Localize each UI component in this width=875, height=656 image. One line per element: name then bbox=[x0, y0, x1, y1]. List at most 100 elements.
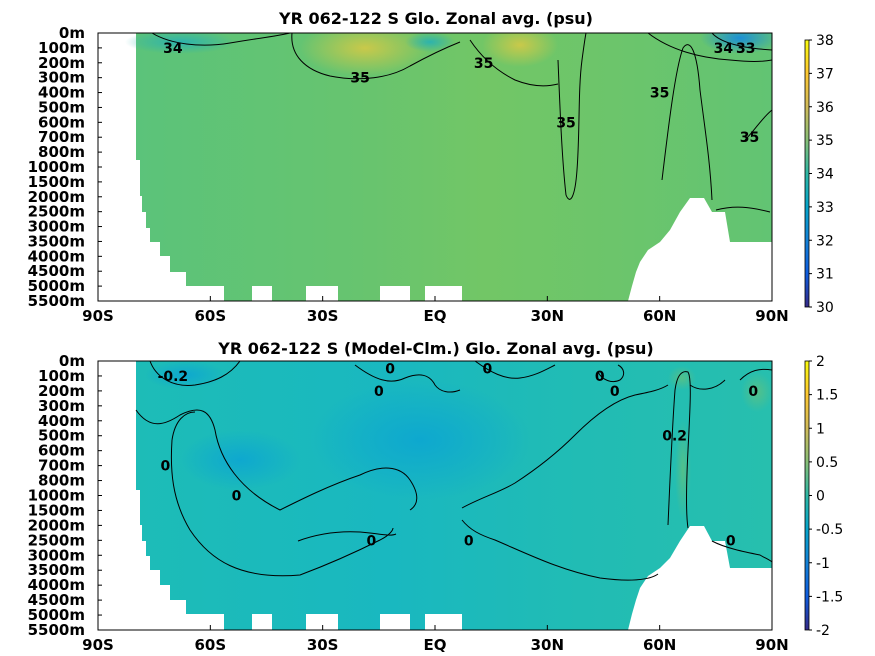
bottom-y-tick-label: 1500m bbox=[28, 501, 85, 519]
bottom-x-tick-label: 90N bbox=[755, 636, 788, 654]
top-x-tick-label: 90N bbox=[755, 307, 788, 325]
bottom-x-tick-label: 60N bbox=[643, 636, 676, 654]
bottom-x-tick-label: 30N bbox=[531, 636, 564, 654]
bottom-colorbar-tick-label: 0 bbox=[816, 489, 825, 505]
bottom-chart-title: YR 062-122 S (Model-Clm.) Glo. Zonal avg… bbox=[217, 339, 654, 358]
bottom-contour-label: 0 bbox=[161, 459, 171, 475]
top-colorbar-tick-label: 38 bbox=[816, 33, 834, 49]
bottom-colorbar-tick-label: 1.5 bbox=[816, 388, 838, 404]
top-y-tick-label: 5000m bbox=[28, 277, 85, 295]
bottom-y-tick-label: 4000m bbox=[28, 576, 85, 594]
top-colorbar-tick-label: 35 bbox=[816, 133, 834, 149]
top-x-tick-label: 90S bbox=[82, 307, 114, 325]
bottom-contour-label: 0 bbox=[366, 533, 376, 549]
bottom-colorbar-tick-label: 1 bbox=[816, 421, 825, 437]
top-contour-label: 34 bbox=[163, 41, 183, 57]
top-y-tick-label: 300m bbox=[38, 69, 85, 87]
bottom-y-tick-label: 5000m bbox=[28, 606, 85, 624]
bottom-y-tick-label: 500m bbox=[38, 427, 85, 445]
bottom-y-axis: 0m100m200m300m400m500m600m700m800m1000m1… bbox=[28, 352, 102, 639]
top-colorbar-tick-label: 37 bbox=[816, 66, 834, 82]
top-contours bbox=[151, 33, 772, 213]
top-colorbar-tick-label: 34 bbox=[816, 167, 834, 183]
top-y-tick-label: 4000m bbox=[28, 247, 85, 265]
bottom-colorbar-tick-label: 2 bbox=[816, 354, 825, 370]
top-colorbar-tick-label: 30 bbox=[816, 300, 834, 316]
top-x-tick-label: 60N bbox=[643, 307, 676, 325]
bottom-contour-label: -0.2 bbox=[158, 369, 189, 385]
top-contour-label: 35 bbox=[650, 86, 669, 102]
bottom-contour-label: 0 bbox=[464, 533, 474, 549]
top-y-tick-label: 1500m bbox=[28, 173, 85, 191]
bottom-colorbar-tick-label: -1 bbox=[816, 556, 830, 572]
bottom-y-tick-label: 5500m bbox=[28, 621, 85, 639]
bottom-contours bbox=[135, 361, 772, 581]
top-contour-label: 33 bbox=[736, 41, 755, 57]
top-y-tick-label: 2000m bbox=[28, 188, 85, 206]
top-contour-label: 35 bbox=[350, 71, 369, 87]
bottom-colorbar-tick-label: 0.5 bbox=[816, 455, 838, 471]
bottom-colorbar-tick-label: -1.5 bbox=[816, 589, 843, 605]
bottom-y-tick-label: 200m bbox=[38, 382, 85, 400]
top-x-axis: 90S 60S 30S EQ 30N 60N 90N bbox=[82, 296, 789, 325]
top-y-tick-label: 800m bbox=[38, 143, 85, 161]
top-y-tick-label: 700m bbox=[38, 128, 85, 146]
top-colorbar-tick-label: 31 bbox=[816, 267, 834, 283]
top-colorbar-tick-label: 32 bbox=[816, 233, 834, 249]
bottom-y-tick-label: 3000m bbox=[28, 546, 85, 564]
bottom-y-tick-label: 400m bbox=[38, 412, 85, 430]
top-y-tick-label: 600m bbox=[38, 113, 85, 131]
top-colorbar-ticks: 38 37 36 35 34 33 32 31 30 bbox=[809, 33, 834, 316]
bottom-y-tick-label: 300m bbox=[38, 397, 85, 415]
bottom-heatmap-field bbox=[136, 361, 772, 630]
bottom-contour-label: 0 bbox=[374, 384, 384, 400]
bottom-y-tick-label: 0m bbox=[59, 352, 85, 370]
top-contour-label: 35 bbox=[474, 56, 493, 72]
top-panel: 34 35 35 35 35 34 33 35 YR 062-122 S Glo. Zonal… bbox=[28, 9, 834, 325]
top-colorbar-tick-label: 36 bbox=[816, 100, 834, 116]
bottom-contour-label: 0 bbox=[595, 369, 605, 385]
bottom-contour-label: 0 bbox=[232, 489, 242, 505]
bottom-x-tick-label: 90S bbox=[82, 636, 114, 654]
top-y-axis: 0m100m200m300m400m500m600m700m800m1000m1… bbox=[28, 24, 102, 310]
top-contour-label: 35 bbox=[556, 115, 575, 131]
bottom-x-tick-label: EQ bbox=[424, 636, 447, 654]
bottom-colorbar-tick-label: -2 bbox=[816, 623, 830, 639]
bottom-y-tick-label: 800m bbox=[38, 472, 85, 490]
top-y-tick-label: 1000m bbox=[28, 158, 85, 176]
bottom-x-tick-label: 60S bbox=[194, 636, 226, 654]
top-contour-label: 35 bbox=[740, 130, 759, 146]
bottom-y-tick-label: 600m bbox=[38, 442, 85, 460]
top-x-tick-label: 30N bbox=[531, 307, 564, 325]
top-y-tick-label: 4500m bbox=[28, 262, 85, 280]
top-y-tick-label: 400m bbox=[38, 84, 85, 102]
bottom-colorbar-tick-label: -0.5 bbox=[816, 522, 843, 538]
top-x-tick-label: EQ bbox=[424, 307, 447, 325]
top-x-tick-label: 30S bbox=[307, 307, 339, 325]
bottom-y-tick-label: 4500m bbox=[28, 591, 85, 609]
bottom-y-tick-label: 2000m bbox=[28, 516, 85, 534]
top-y-tick-label: 0m bbox=[59, 24, 85, 42]
bottom-contour-label: 0 bbox=[610, 384, 620, 400]
top-y-tick-label: 200m bbox=[38, 54, 85, 72]
bottom-y-tick-label: 100m bbox=[38, 367, 85, 385]
bottom-y-tick-label: 700m bbox=[38, 457, 85, 475]
top-colorbar bbox=[804, 39, 810, 308]
top-colorbar-tick-label: 33 bbox=[816, 200, 834, 216]
bottom-contour-label: 0 bbox=[483, 361, 493, 377]
bottom-x-axis: 90S 60S 30S EQ 30N 60N 90N bbox=[82, 625, 789, 654]
top-x-tick-label: 60S bbox=[194, 307, 226, 325]
bottom-x-tick-label: 30S bbox=[307, 636, 339, 654]
top-y-tick-label: 2500m bbox=[28, 203, 85, 221]
bottom-contour-label: 0.2 bbox=[662, 429, 687, 445]
top-y-tick-label: 5500m bbox=[28, 292, 85, 310]
top-y-tick-label: 500m bbox=[38, 98, 85, 116]
bottom-colorbar bbox=[804, 360, 810, 631]
top-y-tick-label: 3500m bbox=[28, 232, 85, 250]
top-y-tick-label: 3000m bbox=[28, 218, 85, 236]
top-chart-title: YR 062-122 S Glo. Zonal avg. (psu) bbox=[278, 9, 593, 28]
